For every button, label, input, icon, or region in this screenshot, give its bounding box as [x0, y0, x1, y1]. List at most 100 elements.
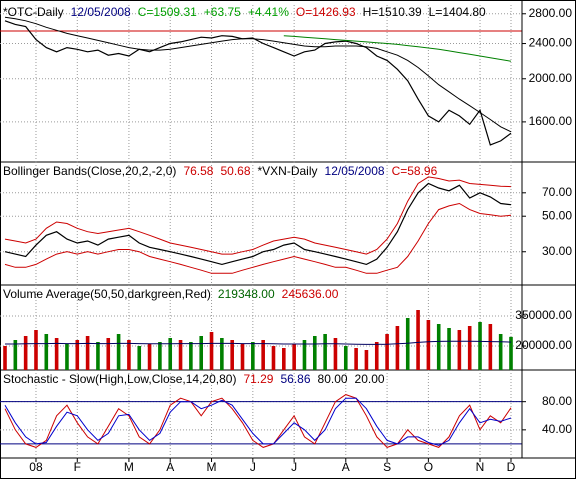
volume-bar	[478, 322, 482, 370]
legend-item: L=1404.80	[429, 5, 486, 19]
volume-bar	[385, 334, 389, 370]
series-line	[4, 176, 512, 255]
volume-bar	[178, 340, 183, 370]
volume-bar	[127, 340, 131, 370]
legend-item: +4.41%	[248, 5, 289, 19]
y-tick-label: 200000.00	[515, 338, 572, 352]
legend-item: 12/05/2008	[71, 5, 131, 19]
legend-item: 245636.00	[282, 287, 339, 301]
y-tick-label: 50.00	[542, 208, 572, 222]
x-tick-label: F	[74, 460, 81, 474]
volume-bar	[467, 326, 472, 370]
volume-bar	[3, 346, 7, 370]
x-tick-label: N	[476, 460, 485, 474]
volume-bar	[220, 338, 224, 370]
legend-item: 76.58	[183, 164, 213, 178]
legend-item: 71.29	[243, 372, 273, 386]
series-line	[283, 35, 512, 62]
volume-bar	[447, 328, 451, 370]
volume-bar	[498, 334, 503, 370]
legend-item: Stochastic - Slow(High,Low,Close,14,20,8…	[3, 372, 236, 386]
volume-bar	[65, 344, 69, 370]
volume-bar	[354, 348, 358, 370]
volume-bar	[44, 334, 49, 370]
series-line	[4, 394, 512, 448]
y-tick-label: 2000.00	[529, 71, 573, 85]
series-line	[4, 202, 512, 274]
series-line	[4, 182, 512, 266]
x-tick-label: M	[124, 460, 134, 474]
volume-bar	[137, 346, 142, 370]
volume-bar	[34, 330, 38, 370]
volume-bar	[13, 340, 18, 370]
legend-item: O=1426.93	[296, 5, 356, 19]
y-tick-label: 2800.00	[529, 6, 573, 20]
x-tick-label: O	[424, 460, 433, 474]
volume-bar	[189, 342, 193, 370]
x-tick-label: J	[250, 460, 256, 474]
legend-item: Volume Average(50,50,darkgreen,Red)	[3, 287, 211, 301]
volume-bar	[54, 338, 59, 370]
volume-bar	[116, 334, 121, 370]
volume-bar	[333, 338, 338, 370]
legend-item: 56.86	[280, 372, 310, 386]
legend-item: 12/05/2008	[325, 164, 385, 178]
volume-bar	[374, 342, 379, 370]
x-tick-label: A	[166, 460, 174, 474]
x-tick-label: A	[342, 460, 350, 474]
x-tick-label: S	[383, 460, 391, 474]
volume-bar	[251, 342, 255, 370]
volume-bar	[75, 340, 80, 370]
volume-bar	[271, 346, 276, 370]
x-tick-label: M	[207, 460, 217, 474]
legend-item: C=58.96	[392, 164, 438, 178]
volume-bar	[96, 342, 100, 370]
volume-bar	[240, 344, 245, 370]
legend-item: 80.00	[318, 372, 348, 386]
volume-bar	[436, 324, 441, 370]
volume-bar	[147, 344, 152, 370]
volume-bar	[85, 336, 90, 370]
legend-item: Bollinger Bands(Close,20,2,-2,0)	[3, 164, 176, 178]
volume-bar	[323, 334, 327, 370]
volume-bar	[364, 350, 369, 370]
legend-item: C=1509.31	[138, 5, 197, 19]
legend-item: 50.68	[220, 164, 250, 178]
series-line	[4, 16, 512, 133]
volume-bar	[416, 310, 420, 370]
volume-bar	[509, 336, 513, 370]
y-tick-label: 80.00	[542, 394, 572, 408]
x-tick-label: 08	[29, 460, 43, 474]
y-tick-label: 2400.00	[529, 36, 573, 50]
y-tick-label: 350000.00	[515, 308, 572, 322]
legend-item: 20.00	[355, 372, 385, 386]
x-tick-label: D	[507, 460, 516, 474]
y-tick-label: 1600.00	[529, 114, 573, 128]
volume-bar	[395, 326, 400, 370]
series-line	[5, 340, 512, 345]
x-tick-label: J	[291, 460, 297, 474]
legend-item: *VXN-Daily	[258, 164, 318, 178]
volume-bar	[312, 336, 317, 370]
legend-item: *OTC-Daily	[3, 5, 64, 19]
volume-bar	[230, 340, 234, 370]
series-line	[4, 397, 512, 446]
volume-bar	[405, 318, 410, 370]
volume-bar	[199, 336, 204, 370]
legend-item: +63.75	[204, 5, 241, 19]
legend-item: 219348.00	[218, 287, 275, 301]
y-tick-label: 30.00	[542, 244, 572, 258]
volume-bar	[158, 342, 162, 370]
y-tick-label: 40.00	[542, 422, 572, 436]
volume-bar	[302, 340, 307, 370]
volume-bar	[282, 348, 286, 370]
y-tick-label: 70.00	[542, 185, 572, 199]
volume-bar	[23, 336, 28, 370]
volume-bar	[292, 344, 296, 370]
volume-bar	[457, 330, 462, 370]
volume-bar	[168, 338, 173, 370]
volume-bar	[261, 340, 265, 370]
volume-bar	[209, 332, 214, 370]
